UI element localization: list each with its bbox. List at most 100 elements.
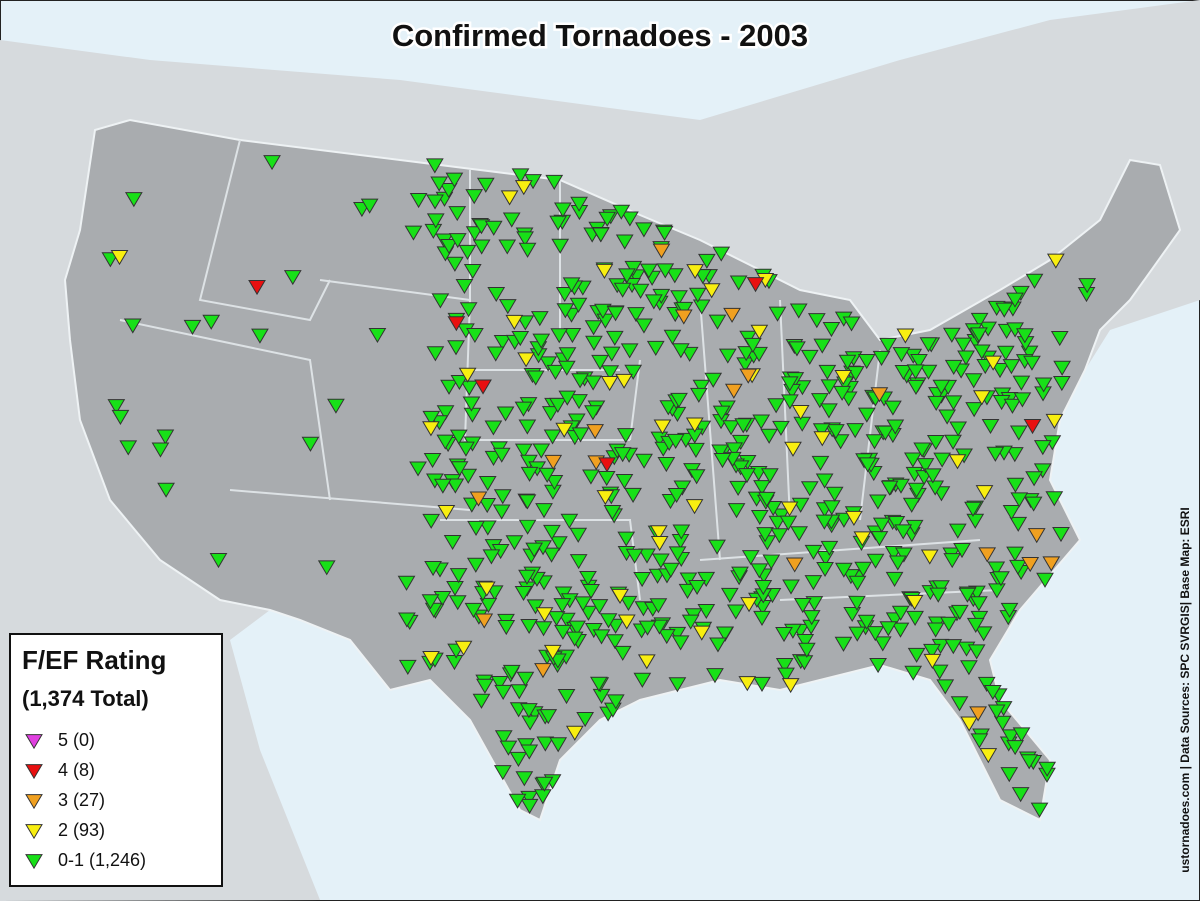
tornado-marker bbox=[633, 572, 652, 588]
tornado-marker bbox=[458, 367, 477, 383]
tornado-marker bbox=[1010, 492, 1029, 508]
tornado-marker bbox=[813, 338, 832, 354]
tornado-marker bbox=[1053, 360, 1072, 376]
tornado-marker bbox=[857, 407, 876, 423]
tornado-marker bbox=[879, 337, 897, 353]
tornado-marker bbox=[619, 595, 638, 611]
tornado-marker bbox=[904, 665, 923, 681]
tornado-marker bbox=[767, 398, 786, 414]
tornado-marker bbox=[944, 639, 963, 655]
tornado-marker bbox=[1023, 355, 1041, 371]
tornado-marker bbox=[469, 491, 488, 507]
tornado-marker bbox=[1006, 546, 1024, 562]
tornado-marker bbox=[789, 303, 808, 319]
us-land bbox=[63, 118, 1182, 822]
tornado-marker bbox=[800, 481, 819, 497]
tornado-marker bbox=[502, 212, 521, 228]
tornado-marker bbox=[534, 621, 553, 637]
tornado-marker bbox=[327, 398, 345, 414]
tornado-marker bbox=[738, 676, 757, 692]
tornado-marker bbox=[750, 509, 769, 526]
tornado-marker bbox=[932, 580, 950, 596]
tornado-marker bbox=[656, 263, 675, 279]
tornado-marker bbox=[815, 514, 834, 530]
tornado-marker bbox=[964, 501, 982, 517]
tornado-marker bbox=[505, 535, 524, 551]
tornado-marker bbox=[606, 694, 625, 710]
tornado-marker bbox=[649, 598, 668, 614]
tornado-marker bbox=[558, 390, 577, 406]
tornado-marker bbox=[738, 468, 756, 484]
tornado-marker bbox=[600, 376, 619, 392]
tornado-marker bbox=[1052, 376, 1071, 392]
tornado-marker bbox=[706, 668, 724, 684]
tornado-marker bbox=[539, 356, 558, 372]
tornado-marker bbox=[551, 238, 570, 254]
tornado-marker bbox=[894, 364, 913, 381]
tornado-marker bbox=[544, 454, 563, 470]
tornado-marker bbox=[596, 490, 615, 506]
tornado-marker bbox=[613, 447, 632, 463]
tornado-marker bbox=[579, 570, 597, 587]
tornado-marker bbox=[598, 211, 617, 227]
tornado-marker bbox=[487, 286, 506, 303]
tornado-marker bbox=[692, 299, 711, 315]
tornado-marker bbox=[612, 204, 631, 220]
tornado-marker bbox=[657, 629, 676, 645]
tornado-marker bbox=[954, 337, 973, 353]
tornado-marker bbox=[498, 299, 517, 315]
tornado-marker bbox=[449, 568, 468, 584]
tornado-marker bbox=[977, 676, 996, 692]
tornado-marker bbox=[515, 771, 534, 787]
tornado-marker bbox=[991, 363, 1009, 379]
tornado-marker bbox=[825, 486, 844, 502]
tornado-marker bbox=[617, 614, 636, 630]
tornado-marker bbox=[514, 443, 533, 459]
tornado-marker bbox=[398, 612, 416, 628]
tornado-marker bbox=[635, 453, 653, 469]
tornado-marker bbox=[870, 531, 889, 547]
tornado-marker bbox=[562, 277, 581, 293]
tornado-marker bbox=[854, 561, 873, 577]
tornado-marker bbox=[590, 599, 609, 615]
tornado-marker bbox=[668, 677, 687, 693]
tornado-marker bbox=[533, 789, 552, 805]
tornado-marker bbox=[496, 406, 515, 422]
tornado-marker bbox=[493, 334, 512, 351]
tornado-marker bbox=[970, 733, 989, 749]
tornado-marker bbox=[653, 419, 672, 435]
tornado-marker bbox=[979, 748, 998, 764]
tornado-marker bbox=[891, 622, 910, 638]
tornado-marker bbox=[433, 478, 452, 494]
tornado-marker bbox=[571, 373, 589, 389]
tornado-marker bbox=[598, 457, 616, 473]
tornado-marker bbox=[426, 194, 444, 210]
tornado-marker bbox=[907, 379, 925, 395]
tornado-marker bbox=[568, 620, 587, 636]
tornado-marker bbox=[652, 243, 671, 259]
tornado-marker bbox=[409, 193, 428, 209]
legend-symbol bbox=[25, 764, 43, 780]
tornado-marker bbox=[1042, 556, 1061, 572]
tornado-marker bbox=[780, 501, 799, 517]
tornado-marker bbox=[711, 444, 730, 460]
tornado-marker bbox=[624, 487, 642, 504]
tornado-marker bbox=[605, 330, 624, 346]
tornado-marker bbox=[665, 268, 684, 284]
tornado-marker bbox=[549, 737, 568, 753]
tornado-marker bbox=[157, 482, 175, 498]
tornado-marker bbox=[820, 403, 838, 419]
tornado-marker bbox=[753, 610, 771, 626]
tornado-marker bbox=[812, 423, 831, 439]
tornado-marker bbox=[777, 667, 795, 683]
tornado-marker bbox=[620, 343, 639, 359]
tornado-marker bbox=[615, 473, 634, 490]
tornado-marker bbox=[986, 446, 1005, 462]
tornado-marker bbox=[543, 644, 562, 660]
tornado-marker bbox=[731, 566, 749, 582]
tornado-marker bbox=[368, 327, 387, 344]
tornado-marker bbox=[964, 373, 983, 389]
tornado-marker bbox=[1034, 377, 1053, 393]
tornado-marker bbox=[988, 583, 1006, 599]
tornado-marker bbox=[107, 399, 126, 415]
